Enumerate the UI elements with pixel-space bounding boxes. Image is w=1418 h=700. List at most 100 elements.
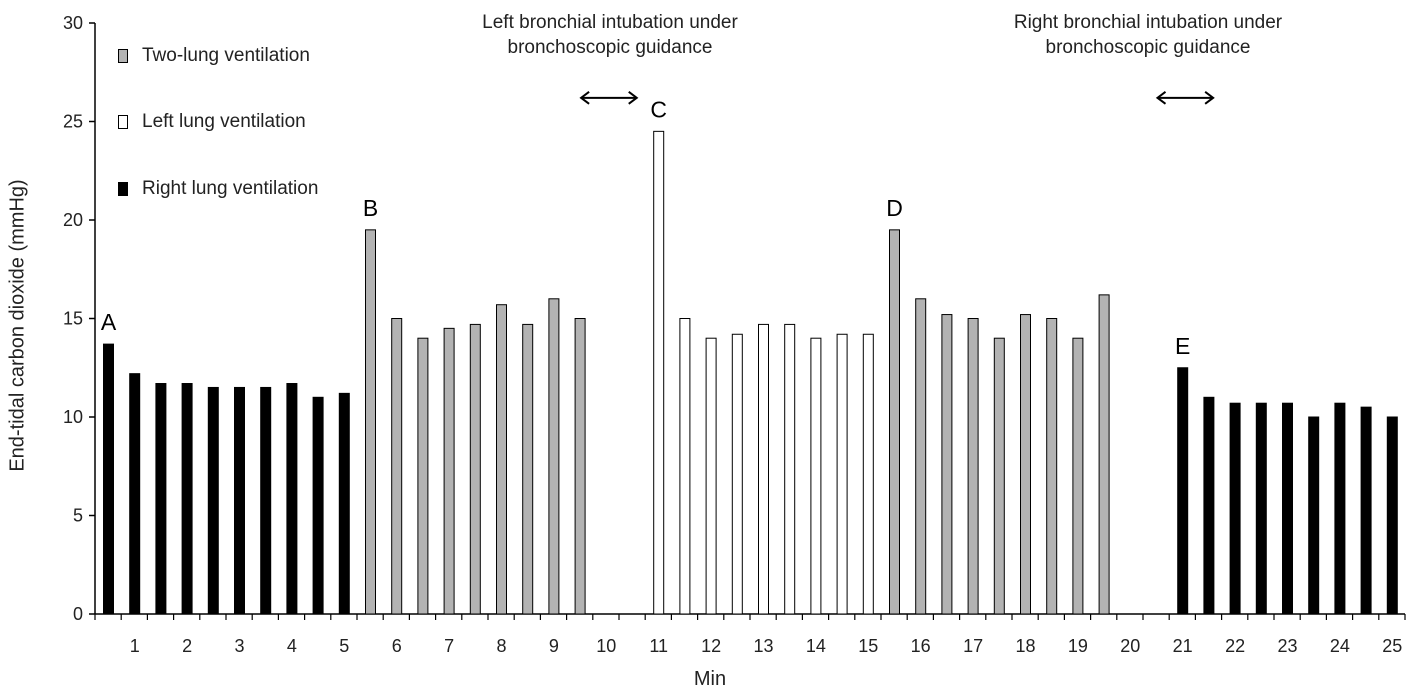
y-tick-label: 25 (63, 112, 83, 132)
y-tick-label: 15 (63, 309, 83, 329)
point-label-c: C (650, 96, 667, 122)
point-label-b: B (363, 195, 378, 221)
point-label-d: D (886, 195, 903, 221)
bar-right-lung (338, 392, 350, 615)
x-tick-label: 17 (963, 636, 983, 656)
bar-left-lung (758, 323, 769, 615)
x-tick-label: 24 (1330, 636, 1350, 656)
bar-right-lung (129, 373, 141, 615)
bar-two-lung (915, 298, 927, 615)
legend-label-left-lung: Left lung ventilation (142, 111, 306, 132)
bar-left-lung (862, 333, 874, 615)
x-tick-label: 18 (1015, 636, 1035, 656)
x-tick-label: 1 (130, 636, 140, 656)
bar-two-lung (365, 229, 376, 615)
annotation-left-line2: bronchoscopic guidance (507, 37, 713, 58)
bar-right-lung (1177, 367, 1189, 615)
bar-two-lung (967, 318, 979, 615)
annotation-right-line2: bronchoscopic guidance (1045, 37, 1251, 58)
bar-right-lung (1386, 416, 1398, 615)
x-tick-label: 11 (649, 636, 668, 656)
legend-swatch-right-lung (118, 182, 128, 196)
right-intubation-arrow-head-right (1204, 91, 1215, 105)
bar-two-lung (522, 323, 534, 615)
left-intubation-arrow-head-left (579, 91, 590, 105)
x-tick-label: 16 (911, 636, 931, 656)
legend-swatch-two-lung (118, 49, 128, 63)
x-tick-label: 2 (182, 636, 192, 656)
bar-left-lung (679, 318, 691, 615)
bar-left-lung (810, 337, 822, 615)
x-tick-label: 4 (287, 636, 297, 656)
bar-left-lung (836, 333, 848, 615)
point-label-a: A (101, 309, 117, 335)
bar-two-lung (1020, 314, 1031, 615)
bar-right-lung (1282, 402, 1293, 615)
left-intubation-arrow-head-right (628, 91, 639, 105)
legend-swatch-left-lung (118, 115, 128, 129)
x-tick-label: 3 (234, 636, 244, 656)
y-tick-label: 5 (73, 506, 83, 526)
legend-item-left-lung: Left lung ventilation (118, 110, 306, 134)
bar-right-lung (1203, 396, 1215, 615)
bar-two-lung (1072, 337, 1084, 615)
bar-two-lung (1098, 294, 1110, 615)
bar-left-lung (653, 130, 665, 615)
bar-left-lung (731, 333, 743, 615)
x-tick-label: 21 (1173, 636, 1193, 656)
chart-legend: Two-lung ventilation Left lung ventilati… (118, 40, 358, 210)
bar-left-lung (784, 323, 796, 615)
legend-label-right-lung: Right lung ventilation (142, 178, 319, 199)
bar-two-lung (496, 304, 507, 615)
annotation-left-line1: Left bronchial intubation under (482, 12, 738, 33)
annotation-left-intubation: Left bronchial intubation under bronchos… (420, 10, 800, 60)
x-tick-label: 9 (549, 636, 559, 656)
bar-right-lung (1308, 416, 1320, 615)
bar-right-lung (234, 386, 245, 615)
x-tick-label: 10 (596, 636, 616, 656)
annotation-right-intubation: Right bronchial intubation under broncho… (958, 10, 1338, 60)
x-tick-label: 8 (496, 636, 506, 656)
y-tick-label: 0 (73, 604, 83, 624)
bar-right-lung (312, 396, 324, 615)
x-tick-label: 23 (1277, 636, 1297, 656)
x-tick-label: 15 (858, 636, 878, 656)
x-tick-label: 12 (701, 636, 721, 656)
bar-right-lung (1255, 402, 1267, 615)
bar-right-lung (207, 386, 219, 615)
x-tick-label: 14 (806, 636, 826, 656)
bar-right-lung (181, 383, 193, 615)
y-tick-label: 10 (63, 407, 83, 427)
bar-left-lung (705, 337, 717, 615)
x-tick-label: 7 (444, 636, 454, 656)
x-tick-label: 25 (1382, 636, 1402, 656)
bar-right-lung (1229, 402, 1241, 615)
bar-right-lung (103, 343, 114, 615)
x-tick-label: 13 (753, 636, 773, 656)
x-tick-label: 20 (1120, 636, 1140, 656)
legend-item-two-lung: Two-lung ventilation (118, 44, 310, 68)
bar-two-lung (889, 229, 900, 615)
x-tick-label: 5 (339, 636, 349, 656)
bar-two-lung (993, 337, 1005, 615)
right-intubation-arrow-head-left (1155, 91, 1167, 105)
annotation-right-line1: Right bronchial intubation under (1013, 12, 1283, 33)
bar-right-lung (1360, 406, 1372, 615)
legend-item-right-lung: Right lung ventilation (118, 177, 318, 201)
point-label-e: E (1175, 333, 1190, 359)
y-tick-label: 30 (63, 13, 83, 33)
bar-two-lung (1046, 318, 1058, 615)
bar-two-lung (417, 337, 429, 615)
bar-two-lung (574, 318, 586, 615)
bar-right-lung (155, 383, 167, 615)
x-tick-label: 19 (1068, 636, 1088, 656)
legend-label-two-lung: Two-lung ventilation (142, 45, 310, 66)
x-tick-label: 22 (1225, 636, 1245, 656)
bar-two-lung (391, 318, 403, 615)
bar-two-lung (469, 323, 481, 615)
bar-right-lung (286, 383, 298, 615)
x-axis-title: Min (693, 668, 727, 690)
bar-right-lung (260, 386, 272, 615)
x-tick-label: 6 (392, 636, 402, 656)
